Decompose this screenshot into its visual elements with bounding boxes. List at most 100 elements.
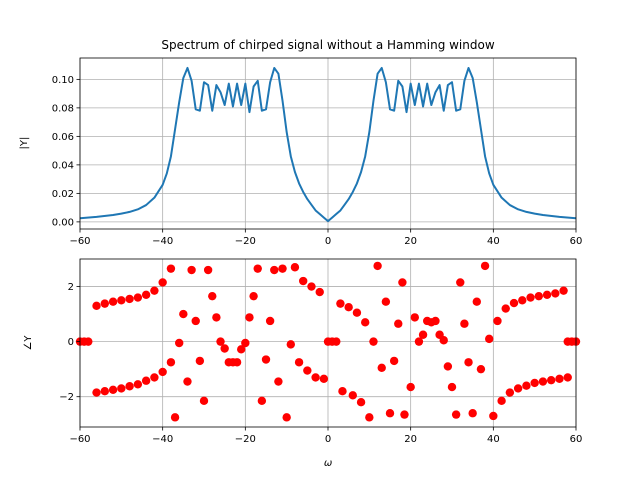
phase-point	[509, 298, 519, 308]
phase-point	[166, 264, 176, 273]
phase-point	[348, 391, 357, 400]
phase-point	[398, 278, 407, 287]
phase-point	[125, 294, 134, 304]
top-grid	[79, 58, 577, 229]
phase-point	[551, 289, 560, 298]
phase-point	[460, 319, 469, 328]
phase-point	[522, 381, 531, 390]
phase-point	[344, 303, 353, 312]
top-y-tick-label: 0.00	[52, 217, 74, 228]
phase-point	[439, 336, 448, 345]
bot-x-tick-label: 60	[570, 434, 583, 445]
phase-point	[133, 293, 143, 302]
top-y-tick-label: 0.04	[52, 160, 74, 171]
phase-point	[513, 384, 523, 393]
phase-point	[542, 290, 552, 299]
phase-point	[307, 282, 316, 291]
top-x-tick-label: −60	[69, 236, 90, 247]
phase-point	[290, 263, 300, 272]
phase-point	[299, 276, 308, 286]
top-x-tick-label: −40	[152, 236, 173, 247]
top-y-tick-label: 0.06	[52, 132, 74, 143]
phase-point	[92, 388, 101, 397]
phase-point	[489, 411, 498, 421]
phase-point	[476, 364, 486, 374]
phase-point	[208, 291, 217, 301]
phase-point	[534, 291, 543, 301]
phase-point	[261, 355, 271, 364]
top-x-tick-label: 40	[487, 236, 500, 247]
phase-point	[249, 291, 258, 301]
phase-point	[286, 340, 295, 349]
phase-point	[555, 374, 564, 383]
phase-point	[166, 358, 176, 367]
bot-x-tick-label: 20	[404, 434, 417, 445]
phase-point	[158, 367, 167, 377]
phase-point	[253, 264, 262, 273]
phase-point	[150, 373, 159, 382]
phase-point	[394, 319, 403, 328]
phase-point	[187, 265, 196, 275]
phase-point	[485, 334, 494, 344]
bot-y-tick-label: −2	[59, 392, 74, 403]
bot-x-tick-label: −20	[235, 434, 256, 445]
phase-point	[336, 299, 345, 308]
bottom-y-axis-label: ∠Y	[23, 335, 34, 351]
phase-point	[191, 316, 200, 326]
phase-point	[338, 387, 347, 396]
phase-point	[352, 308, 362, 317]
phase-point	[199, 396, 209, 406]
bot-x-tick-label: −60	[69, 434, 90, 445]
phase-point	[505, 388, 515, 397]
phase-point	[547, 375, 556, 385]
phase-point	[92, 301, 101, 311]
phase-point	[141, 376, 151, 385]
phase-point	[400, 410, 409, 419]
phase-point	[497, 396, 506, 406]
phase-point	[257, 396, 267, 406]
phase-point	[418, 330, 428, 339]
bot-y-tick-label: 0	[68, 337, 74, 348]
phase-point	[100, 387, 110, 396]
phase-point	[381, 297, 391, 306]
phase-point	[245, 313, 254, 322]
top-y-axis-label: |Y|	[19, 137, 30, 150]
magnitude-series-line	[80, 66, 576, 223]
phase-point	[356, 398, 366, 407]
phase-point	[265, 316, 275, 326]
phase-point	[365, 413, 374, 422]
phase-point	[385, 409, 395, 418]
top-x-tick-label: 20	[404, 236, 417, 247]
bot-x-tick-label: 40	[487, 434, 500, 445]
top-x-tick-label: 0	[325, 236, 331, 247]
phase-point	[369, 337, 378, 346]
phase-point	[361, 318, 370, 327]
phase-point	[332, 337, 341, 346]
top-plot-area	[80, 66, 576, 223]
phase-point	[447, 382, 457, 392]
phase-point	[141, 290, 151, 299]
phase-point	[389, 356, 399, 366]
phase-point	[472, 297, 481, 306]
phase-point	[100, 299, 110, 308]
phase-point	[563, 373, 572, 382]
phase-point	[158, 278, 167, 287]
bottom-tick-marks: −60 −40 −20 0 20 40 60−202	[59, 282, 582, 445]
phase-point	[377, 363, 386, 372]
phase-point	[493, 316, 502, 326]
bottom-plot-area	[75, 261, 581, 422]
phase-point	[84, 337, 93, 346]
top-y-tick-label: 0.10	[52, 75, 74, 86]
phase-point	[203, 265, 213, 275]
phase-point	[431, 316, 440, 326]
phase-point	[241, 338, 250, 348]
phase-point	[179, 309, 188, 319]
phase-point	[195, 356, 205, 366]
bot-x-tick-label: −40	[152, 434, 173, 445]
top-y-tick-label: 0.08	[52, 103, 74, 114]
phase-point	[468, 409, 477, 418]
phase-point	[501, 304, 510, 313]
top-x-tick-label: −20	[235, 236, 256, 247]
